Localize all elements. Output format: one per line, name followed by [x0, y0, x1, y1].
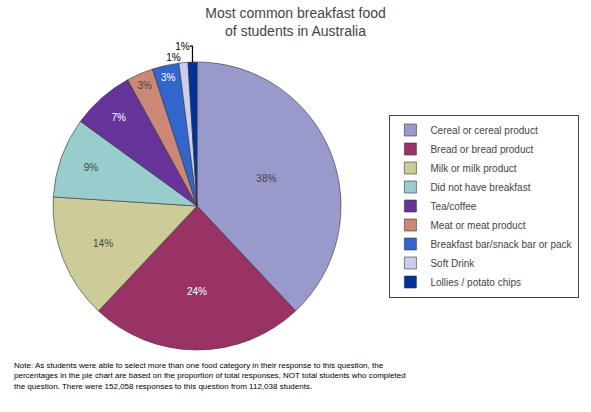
svg-text:1%: 1% [166, 52, 181, 63]
svg-text:Tea/coffee: Tea/coffee [430, 201, 476, 212]
svg-text:3%: 3% [137, 80, 152, 91]
svg-text:1%: 1% [175, 41, 190, 52]
svg-text:24%: 24% [187, 286, 207, 297]
svg-text:Soft Drink: Soft Drink [430, 258, 475, 269]
svg-text:Did not have breakfast: Did not have breakfast [430, 182, 530, 193]
svg-text:Most common breakfast foodof s: Most common breakfast foodof students in… [205, 5, 386, 39]
svg-text:38%: 38% [256, 173, 276, 184]
svg-text:14%: 14% [93, 238, 113, 249]
svg-text:7%: 7% [112, 112, 127, 123]
svg-text:Bread or bread product: Bread or bread product [430, 144, 533, 155]
svg-text:3%: 3% [161, 72, 176, 83]
svg-text:Lollies / potato chips: Lollies / potato chips [430, 277, 521, 288]
svg-text:Breakfast bar/snack bar or pac: Breakfast bar/snack bar or pack [430, 239, 572, 250]
svg-text:Milk or milk product: Milk or milk product [430, 163, 516, 174]
svg-text:Meat or meat product: Meat or meat product [430, 220, 525, 231]
svg-text:Cereal or cereal product: Cereal or cereal product [430, 125, 537, 136]
svg-text:Note: As students were able to: Note: As students were able to select mo… [14, 361, 406, 391]
svg-text:9%: 9% [84, 162, 99, 173]
